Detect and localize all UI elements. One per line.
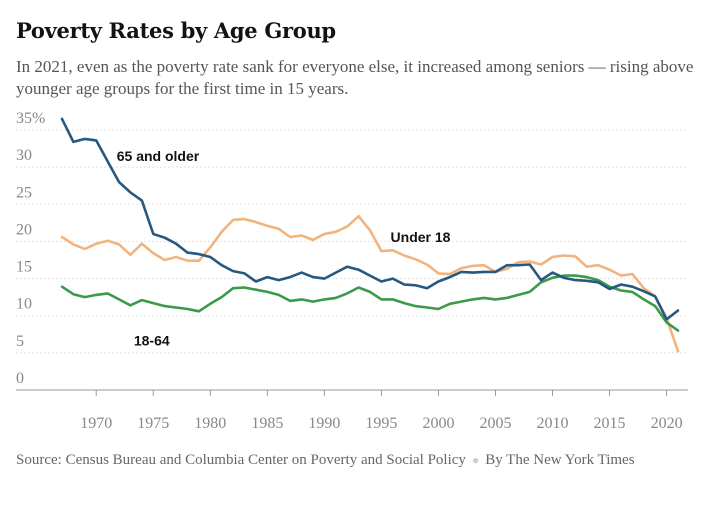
series-layer — [60, 117, 680, 353]
x-tick-label: 1990 — [308, 415, 340, 432]
y-axis-labels: 35% 30 25 20 15 10 5 0 — [16, 110, 45, 387]
x-tick-label: 2015 — [594, 415, 626, 432]
series-label: Under 18 — [391, 229, 451, 245]
x-tick-label: 1975 — [137, 415, 169, 432]
x-tick-label: 2010 — [537, 415, 569, 432]
y-tick-label: 25 — [16, 184, 32, 201]
x-tick-label: 1970 — [80, 415, 112, 432]
x-tick-label: 2000 — [422, 415, 454, 432]
x-tick-label: 1980 — [194, 415, 226, 432]
y-tick-label: 30 — [16, 147, 32, 164]
x-tick-label: 2005 — [479, 415, 511, 432]
series-label: 18-64 — [134, 332, 170, 348]
y-tick-label: 5 — [16, 333, 24, 350]
y-tick-label: 0 — [16, 370, 24, 387]
y-tick-label: 35% — [16, 110, 45, 127]
series-label: 65 and older — [117, 148, 200, 164]
source-note: Source: Census Bureau and Columbia Cente… — [16, 449, 696, 471]
chart-subtitle: In 2021, even as the poverty rate sank f… — [16, 57, 694, 98]
y-tick-label: 15 — [16, 259, 32, 276]
x-axis-labels: 1970 1975 1980 1985 1990 1995 2000 2005 2010 2015… — [80, 415, 682, 432]
source-text: Source: Census Bureau and Columbia Cente… — [16, 452, 466, 468]
x-tick-label: 1985 — [251, 415, 283, 432]
y-tick-label: 20 — [16, 221, 32, 238]
annotation-layer: 65 and older Under 18 18-64 — [117, 148, 451, 348]
page-title: Poverty Rates by Age Group — [16, 18, 336, 43]
series-line — [60, 214, 680, 353]
byline: By The New York Times — [485, 452, 635, 468]
y-tick-label: 10 — [16, 296, 32, 313]
separator-dot-icon: ● — [471, 453, 480, 467]
x-tick-label: 2020 — [651, 415, 683, 432]
series-line — [60, 274, 680, 332]
grid-layer — [16, 129, 688, 396]
x-tick-label: 1995 — [365, 415, 397, 432]
series-line — [60, 117, 680, 321]
